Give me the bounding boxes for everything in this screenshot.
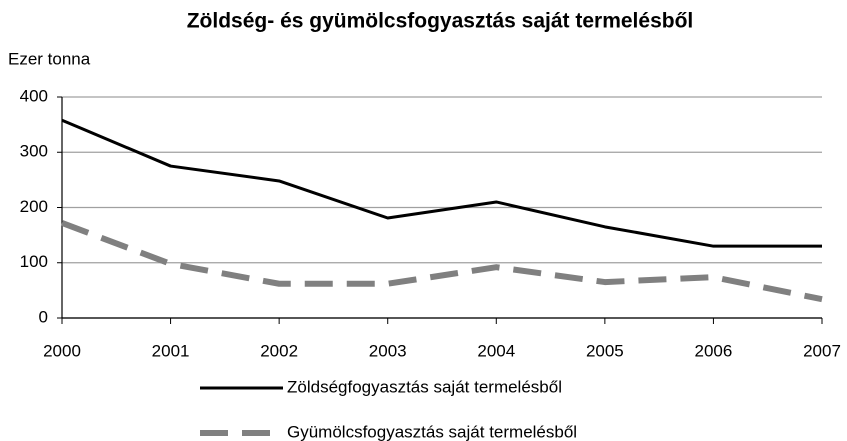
x-tick-label: 2001 [152,341,190,360]
x-tick-label: 2004 [477,341,515,360]
x-tick-label: 2002 [260,341,298,360]
x-tick-label: 2006 [695,341,733,360]
y-tick-label: 200 [20,197,48,216]
series-line [61,118,822,248]
chart-title: Zöldség- és gyümölcsfogyasztás saját ter… [187,10,694,33]
legend-label: Gyümölcsfogyasztás saját termelésből [287,422,577,441]
x-tick-label: 2007 [803,341,841,360]
y-axis-label: Ezer tonna [8,49,91,68]
x-tick-label: 2000 [43,341,81,360]
y-tick-label: 300 [20,142,48,161]
legend-label: Zöldségfogyasztás saját termelésből [287,377,562,396]
x-tick-label: 2003 [369,341,407,360]
y-tick-label: 400 [20,86,48,105]
y-tick-label: 0 [39,307,48,326]
series-line [60,220,823,303]
x-tick-label: 2005 [586,341,624,360]
y-tick-label: 100 [20,252,48,271]
